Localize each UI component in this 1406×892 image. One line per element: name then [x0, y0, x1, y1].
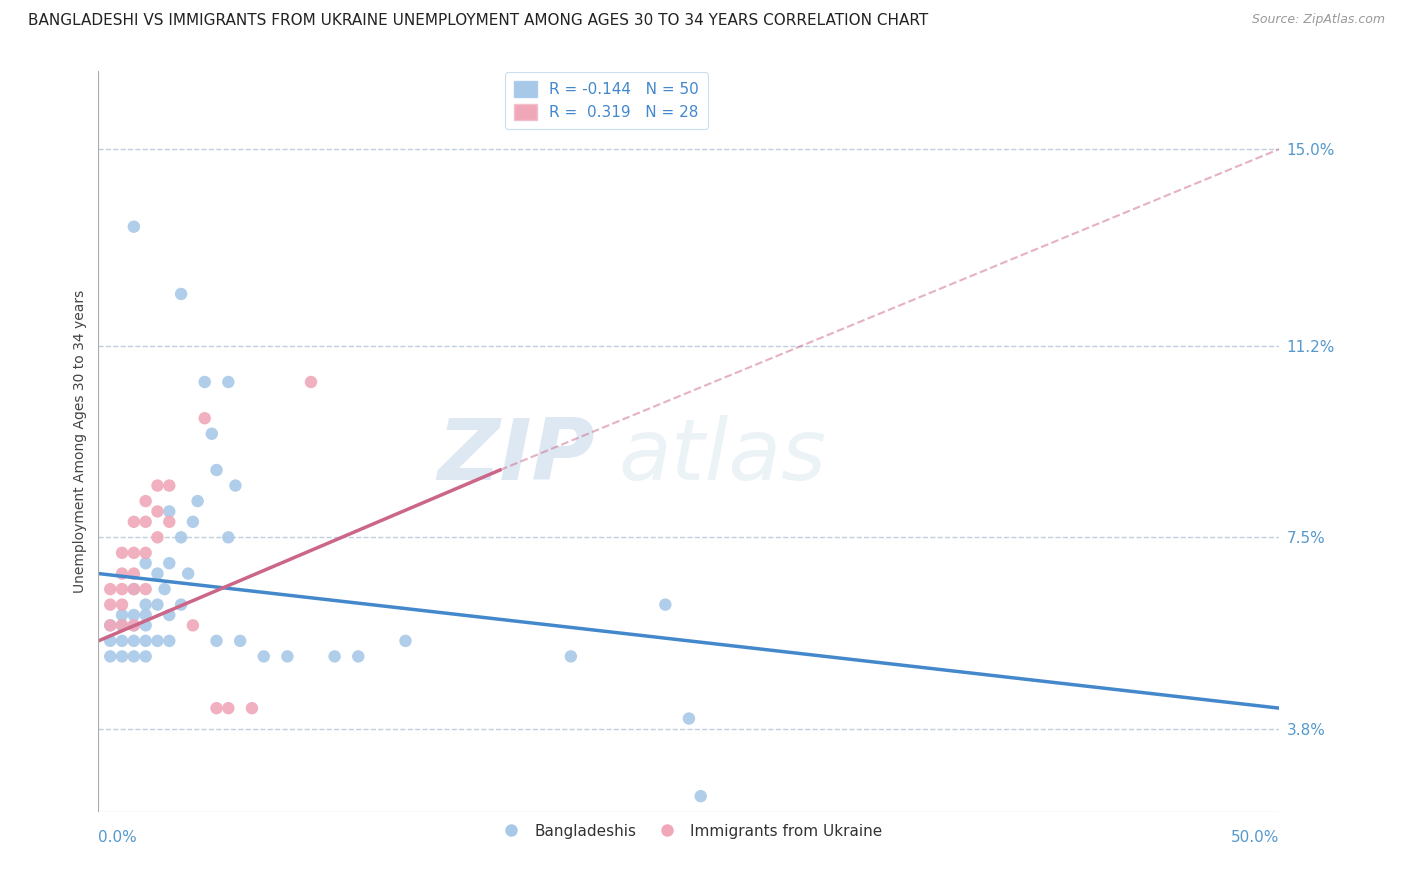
Point: [122, 618, 145, 632]
Point: [157, 504, 180, 518]
Point: [224, 478, 246, 492]
Point: [111, 582, 134, 596]
Point: [135, 515, 157, 529]
Point: [170, 598, 193, 612]
Point: [194, 411, 217, 425]
Point: [111, 618, 134, 632]
Point: [229, 633, 252, 648]
Text: 0.0%: 0.0%: [98, 830, 138, 845]
Point: [146, 633, 169, 648]
Point: [111, 598, 134, 612]
Point: [111, 633, 134, 648]
Point: [205, 463, 228, 477]
Point: [98, 598, 121, 612]
Point: [111, 546, 134, 560]
Point: [146, 530, 169, 544]
Point: [157, 515, 180, 529]
Point: [135, 618, 157, 632]
Point: [157, 478, 180, 492]
Point: [323, 649, 346, 664]
Point: [299, 375, 322, 389]
Point: [689, 789, 711, 804]
Point: [98, 649, 121, 664]
Point: [135, 649, 157, 664]
Point: [135, 494, 157, 508]
Point: [135, 556, 157, 570]
Point: [122, 582, 145, 596]
Point: [253, 649, 276, 664]
Point: [394, 633, 416, 648]
Point: [153, 582, 176, 596]
Point: [181, 618, 204, 632]
Point: [217, 530, 239, 544]
Text: ZIP: ZIP: [437, 415, 595, 498]
Text: Source: ZipAtlas.com: Source: ZipAtlas.com: [1251, 13, 1385, 27]
Point: [98, 618, 121, 632]
Point: [122, 582, 145, 596]
Point: [146, 504, 169, 518]
Legend: Bangladeshis, Immigrants from Ukraine: Bangladeshis, Immigrants from Ukraine: [489, 818, 889, 845]
Point: [205, 633, 228, 648]
Point: [157, 607, 180, 622]
Point: [98, 633, 121, 648]
Point: [122, 546, 145, 560]
Point: [170, 530, 193, 544]
Point: [201, 426, 224, 441]
Point: [678, 712, 700, 726]
Point: [135, 607, 157, 622]
Point: [122, 607, 145, 622]
Text: 50.0%: 50.0%: [1232, 830, 1279, 845]
Point: [111, 618, 134, 632]
Point: [98, 582, 121, 596]
Point: [654, 598, 676, 612]
Point: [98, 618, 121, 632]
Text: atlas: atlas: [619, 415, 827, 498]
Point: [135, 633, 157, 648]
Point: [187, 494, 209, 508]
Point: [146, 598, 169, 612]
Point: [122, 649, 145, 664]
Point: [157, 556, 180, 570]
Point: [276, 649, 298, 664]
Point: [205, 701, 228, 715]
Point: [122, 618, 145, 632]
Point: [240, 701, 263, 715]
Point: [111, 649, 134, 664]
Point: [122, 566, 145, 581]
Point: [135, 546, 157, 560]
Point: [170, 287, 193, 301]
Point: [146, 478, 169, 492]
Point: [135, 582, 157, 596]
Point: [347, 649, 370, 664]
Point: [157, 633, 180, 648]
Point: [122, 633, 145, 648]
Point: [146, 566, 169, 581]
Point: [560, 649, 582, 664]
Point: [111, 607, 134, 622]
Point: [135, 598, 157, 612]
Point: [217, 375, 239, 389]
Point: [177, 566, 200, 581]
Text: BANGLADESHI VS IMMIGRANTS FROM UKRAINE UNEMPLOYMENT AMONG AGES 30 TO 34 YEARS CO: BANGLADESHI VS IMMIGRANTS FROM UKRAINE U…: [28, 13, 928, 29]
Y-axis label: Unemployment Among Ages 30 to 34 years: Unemployment Among Ages 30 to 34 years: [73, 290, 87, 593]
Point: [122, 219, 145, 234]
Point: [122, 515, 145, 529]
Point: [181, 515, 204, 529]
Point: [111, 566, 134, 581]
Point: [217, 701, 239, 715]
Point: [194, 375, 217, 389]
